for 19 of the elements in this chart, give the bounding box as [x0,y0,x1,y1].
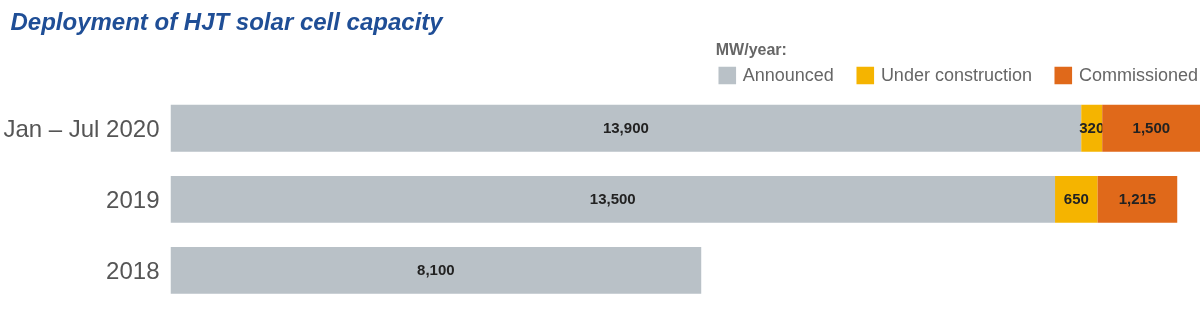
bar [1055,175,1098,223]
data-label: 13,900 [602,119,649,137]
data-label: 1,215 [1118,190,1157,208]
legend-title: MW/year: [715,41,788,59]
legend-label: Under construction [880,64,1032,86]
data-label: 650 [1063,190,1089,208]
data-label: 8,100 [417,261,455,279]
bar [1102,104,1200,152]
legend-label: Commissioned [1078,64,1198,86]
bar [170,175,1056,223]
data-label: 13,500 [589,190,636,208]
bar [1097,175,1178,223]
data-label: 1,500 [1132,119,1171,137]
y-tick-label: Jan – Jul 2020 [3,114,160,142]
chart-title: Deployment of HJT solar cell capacity [10,7,445,35]
y-tick-label: 2018 [106,256,160,284]
y-tick-label: 2019 [106,185,160,213]
legend-label: Announced [742,64,834,86]
bar [170,246,702,294]
